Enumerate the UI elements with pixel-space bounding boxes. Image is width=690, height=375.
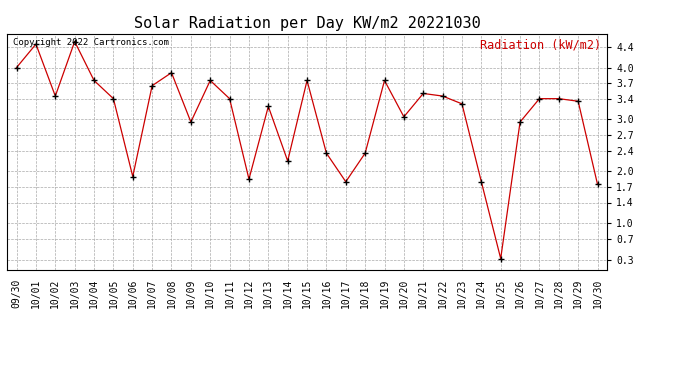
Text: Radiation (kW/m2): Radiation (kW/m2): [480, 39, 601, 51]
Title: Solar Radiation per Day KW/m2 20221030: Solar Radiation per Day KW/m2 20221030: [134, 16, 480, 31]
Text: Copyright 2022 Cartronics.com: Copyright 2022 Cartronics.com: [13, 39, 169, 48]
